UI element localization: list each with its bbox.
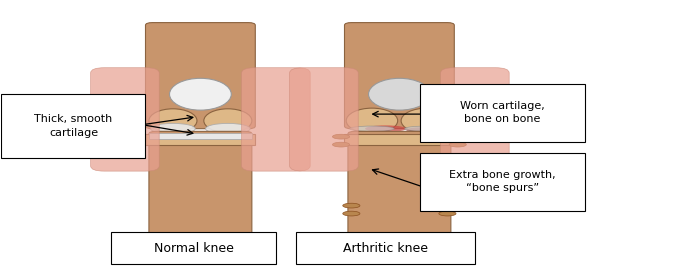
FancyBboxPatch shape bbox=[344, 134, 454, 145]
Text: Extra bone growth,
“bone spurs”: Extra bone growth, “bone spurs” bbox=[449, 170, 555, 193]
FancyBboxPatch shape bbox=[111, 232, 276, 264]
Text: Worn cartilage,
bone on bone: Worn cartilage, bone on bone bbox=[460, 101, 545, 124]
Ellipse shape bbox=[343, 203, 360, 208]
FancyBboxPatch shape bbox=[348, 131, 451, 237]
Ellipse shape bbox=[343, 211, 360, 216]
Ellipse shape bbox=[449, 134, 466, 139]
FancyBboxPatch shape bbox=[242, 68, 310, 171]
Ellipse shape bbox=[404, 126, 449, 131]
Text: Normal knee: Normal knee bbox=[154, 241, 234, 255]
FancyBboxPatch shape bbox=[149, 131, 252, 237]
FancyBboxPatch shape bbox=[289, 68, 358, 171]
Ellipse shape bbox=[407, 127, 433, 133]
FancyBboxPatch shape bbox=[420, 84, 585, 142]
FancyBboxPatch shape bbox=[1, 94, 145, 158]
FancyBboxPatch shape bbox=[145, 23, 256, 129]
FancyBboxPatch shape bbox=[149, 133, 252, 139]
FancyBboxPatch shape bbox=[145, 134, 256, 145]
Ellipse shape bbox=[439, 203, 456, 208]
Ellipse shape bbox=[349, 126, 394, 131]
Ellipse shape bbox=[333, 134, 349, 139]
Ellipse shape bbox=[346, 108, 398, 133]
Ellipse shape bbox=[439, 211, 456, 216]
Text: Arthritic knee: Arthritic knee bbox=[343, 241, 428, 255]
Ellipse shape bbox=[401, 108, 453, 133]
FancyBboxPatch shape bbox=[296, 232, 475, 264]
FancyBboxPatch shape bbox=[440, 68, 509, 171]
Ellipse shape bbox=[365, 125, 407, 132]
Ellipse shape bbox=[204, 109, 252, 133]
Ellipse shape bbox=[333, 142, 349, 147]
Ellipse shape bbox=[205, 123, 250, 134]
FancyBboxPatch shape bbox=[90, 68, 159, 171]
Ellipse shape bbox=[369, 78, 430, 110]
Text: Thick, smooth
cartilage: Thick, smooth cartilage bbox=[34, 114, 112, 138]
Ellipse shape bbox=[449, 142, 466, 147]
Ellipse shape bbox=[149, 109, 197, 133]
Ellipse shape bbox=[151, 123, 195, 134]
FancyBboxPatch shape bbox=[344, 23, 454, 129]
Ellipse shape bbox=[169, 78, 232, 110]
FancyBboxPatch shape bbox=[420, 152, 585, 211]
